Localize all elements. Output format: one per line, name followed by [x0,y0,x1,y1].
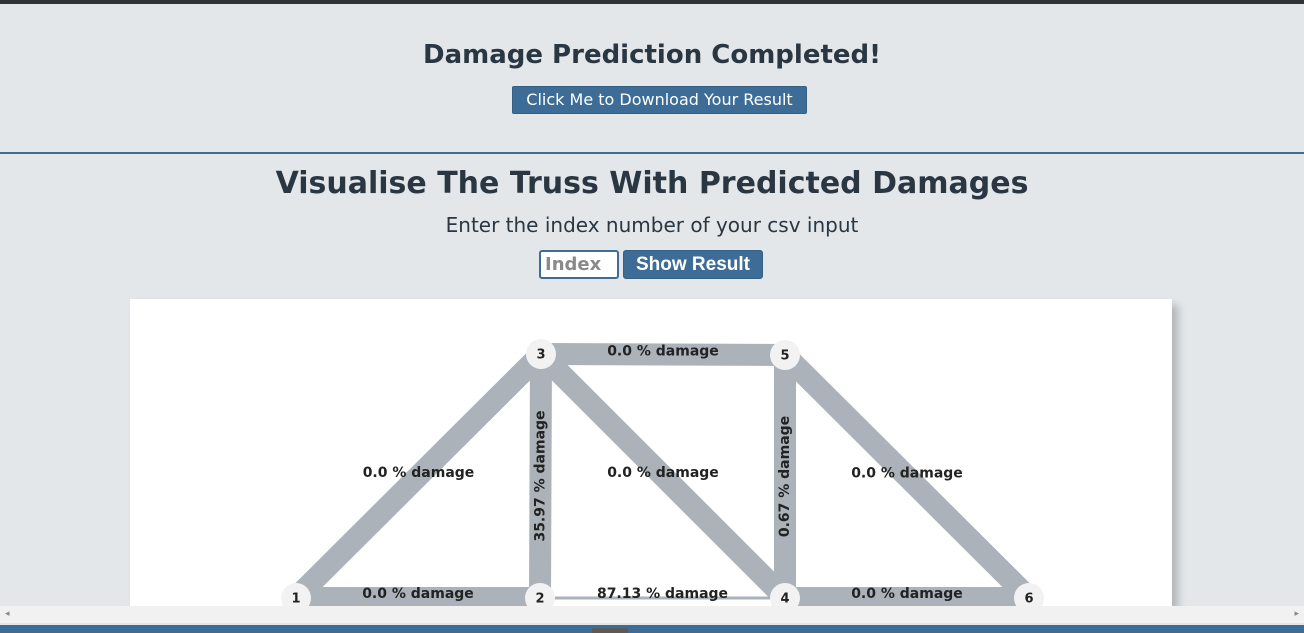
truss-member-label-1-2: 0.0 % damage [362,586,474,602]
page-title: Damage Prediction Completed! [423,40,881,70]
download-result-button[interactable]: Click Me to Download Your Result [512,86,807,114]
truss-node-5 [770,340,800,370]
visualise-instructions: Enter the index number of your csv input [445,213,859,237]
truss-node-4 [770,583,800,607]
show-result-button[interactable]: Show Result [623,250,763,279]
truss-plot: 0.0 % damage 0.0 % damage 35.97 % damage 0.… [130,299,1172,607]
bottom-tab-indicator [592,628,628,633]
truss-member-label-1-3: 0.0 % damage [363,465,475,481]
truss-member-label-2-4: 87.13 % damage [597,586,728,602]
bottom-bar [0,625,1304,633]
visualise-title: Visualise The Truss With Predicted Damag… [275,166,1029,201]
truss-node-3 [526,339,556,369]
section-divider [0,152,1304,154]
truss-member-3-4 [533,346,793,606]
scroll-left-icon[interactable]: ◂ [5,609,10,619]
truss-node-2 [525,583,555,607]
truss-node-label-6: 6 [1024,592,1033,607]
truss-member-label-5-6: 0.0 % damage [851,466,963,482]
truss-member-3-5 [540,343,786,366]
scroll-right-icon[interactable]: ▸ [1294,609,1299,619]
truss-node-label-2: 2 [535,592,544,607]
truss-node-label-4: 4 [780,592,789,607]
truss-node-label-3: 3 [536,348,545,363]
truss-diagram: 0.0 % damage 0.0 % damage 35.97 % damage 0.… [281,339,1044,607]
index-input[interactable] [539,250,619,279]
truss-node-6 [1014,583,1044,607]
truss-member-label-4-6: 0.0 % damage [851,586,963,602]
truss-member-label-3-5: 0.0 % damage [607,344,719,360]
truss-node-label-1: 1 [291,592,300,607]
truss-member-label-3-2: 35.97 % damage [533,410,549,541]
truss-member-3-2 [529,353,552,599]
horizontal-scrollbar[interactable]: ◂ ▸ [0,606,1304,623]
truss-member-label-5-4: 0.67 % damage [777,416,793,537]
truss-member-1-3 [288,346,549,606]
truss-node-1 [281,583,311,607]
truss-node-label-5: 5 [780,349,789,364]
top-bar [0,0,1304,4]
truss-member-5-6 [777,347,1037,606]
truss-member-label-3-4: 0.0 % damage [607,465,719,481]
